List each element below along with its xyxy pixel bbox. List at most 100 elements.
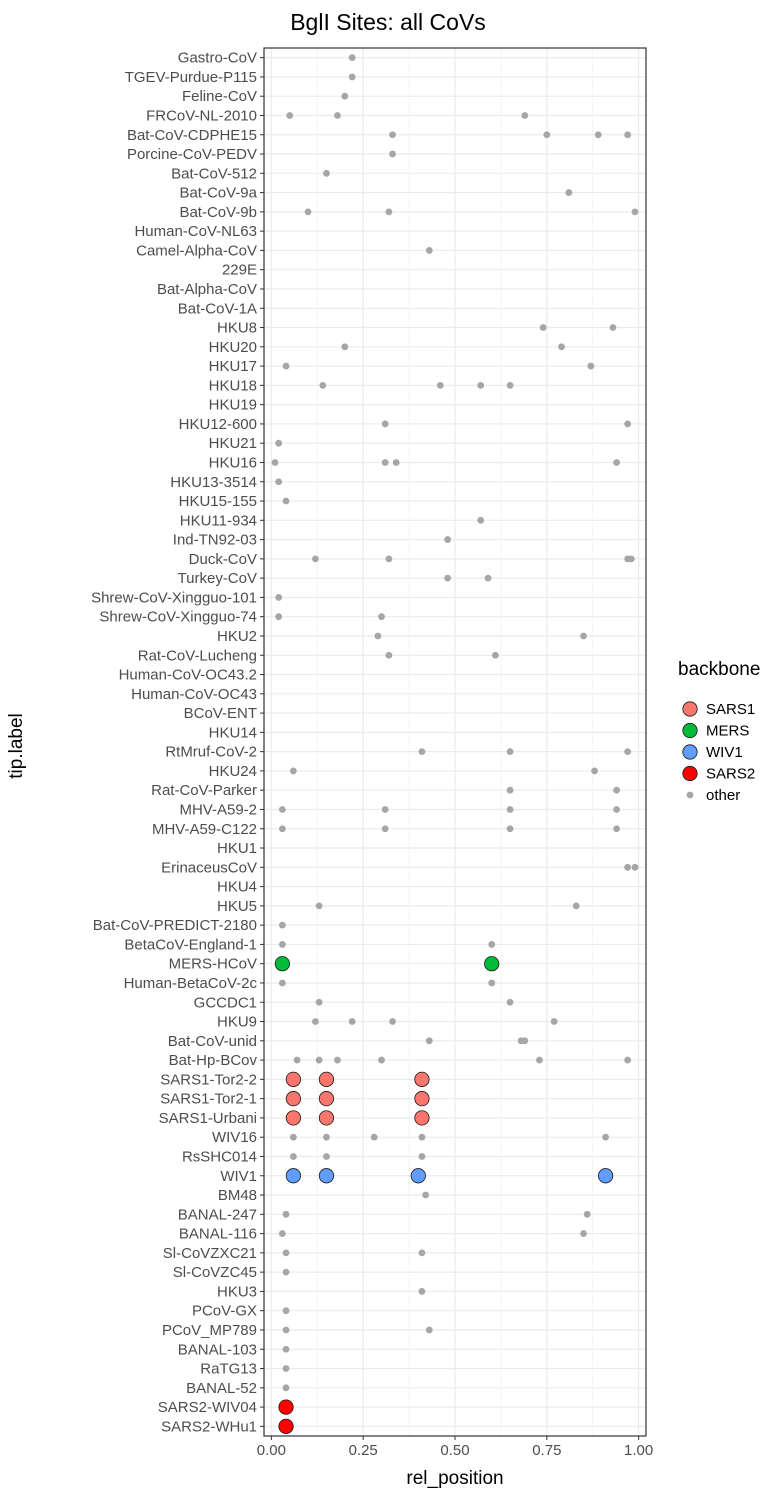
y-tick-label: HKU12-600 [179,416,257,433]
point-other [506,806,514,813]
y-axis-title: tip.label [6,713,27,779]
point-other [602,1133,609,1141]
y-tick-label: Duck-CoV [189,551,257,568]
y-tick-label: 229E [222,262,257,279]
point-other [315,998,323,1006]
point-wiv1 [597,1168,614,1184]
x-tick-label: 0.00 [257,1442,286,1459]
point-wiv1 [285,1168,301,1184]
y-tick-label: BANAL-116 [179,1226,257,1243]
point-other [389,1018,396,1025]
legend: backbone SARS1 MERS WIV1 SARS2 other [678,659,760,804]
point-other [425,1326,433,1334]
y-tick-label: HKU11-934 [180,512,257,529]
point-other [624,131,632,139]
point-other [609,324,617,331]
y-tick-label: SARS2-WHu1 [161,1418,257,1435]
point-other [425,247,433,254]
point-other [418,748,426,756]
y-tick-label: RtMruf-CoV-2 [165,744,257,761]
point-wiv1 [318,1168,335,1184]
point-other [536,1056,543,1064]
point-other [506,381,514,389]
point-other [477,381,485,389]
y-tick-label: MERS-HCoV [169,956,257,973]
y-tick-label: PCoV-GX [192,1303,257,1320]
point-other [506,825,514,833]
point-other [282,362,290,370]
point-other [613,825,621,833]
point-sars2 [278,1418,294,1434]
point-other [631,208,639,216]
y-tick-label: Camel-Alpha-CoV [136,242,257,259]
point-other [278,806,286,813]
point-other [348,1018,356,1025]
point-other [381,825,389,833]
point-other [282,1326,290,1334]
y-tick-label: BANAL-52 [186,1380,257,1397]
point-other [341,92,349,100]
y-tick-label: HKU13-3514 [170,474,257,491]
y-tick-label: Rat-CoV-Parker [151,782,257,799]
point-other [385,208,393,216]
point-other [275,439,283,447]
point-other [418,1288,426,1295]
y-tick-label: Human-CoV-OC43.2 [119,667,257,684]
legend-label-sars1: SARS1 [706,701,755,718]
legend-key-sars2 [682,765,698,782]
y-tick-label: HKU24 [209,763,257,780]
point-sars1 [318,1071,335,1087]
point-other [624,863,632,871]
point-mers [274,956,290,972]
point-other [543,131,551,139]
point-other [289,1153,297,1160]
point-other [289,1133,297,1141]
point-other [381,420,389,428]
y-tick-label: HKU20 [209,339,257,356]
point-other [521,1037,529,1045]
point-other [282,1249,290,1257]
y-tick-label: HKU1 [217,840,257,857]
point-other [319,381,327,389]
point-sars1 [414,1071,430,1087]
point-other [591,767,598,775]
y-tick-label: Turkey-CoV [178,570,257,587]
point-sars2 [278,1399,294,1415]
y-tick-label: Bat-CoV-1A [178,300,257,317]
point-other [572,902,580,910]
y-tick-label: Gastro-CoV [178,50,257,67]
point-other [275,613,283,621]
point-other [378,613,385,621]
y-tick-label: HKU17 [209,358,257,375]
legend-key-wiv1 [682,744,698,760]
y-tick-label: Bat-CoV-512 [171,165,257,182]
y-tick-label: HKU4 [217,879,257,896]
point-other [323,1153,330,1160]
point-sars1 [285,1071,301,1087]
point-other [436,381,444,389]
point-other [370,1133,378,1141]
y-tick-label: SARS2-WIV04 [158,1399,257,1416]
y-tick-label: WIV16 [212,1129,257,1146]
point-other [389,131,396,139]
point-other [323,169,330,177]
point-sars1 [285,1110,301,1126]
y-tick-label: MHV-A59-2 [179,801,257,818]
y-tick-label: Human-CoV-NL63 [134,223,257,240]
y-tick-label: Sl-CoVZXC21 [163,1245,257,1262]
y-tick-label: ErinaceusCoV [161,859,257,876]
y-tick-label: HKU8 [217,320,257,337]
y-tick-label: Shrew-CoV-Xingguo-74 [99,609,257,626]
point-other [418,1153,426,1160]
y-tick-label: BetaCoV-England-1 [124,936,257,953]
point-other [385,651,393,659]
point-other [278,825,286,833]
point-other [282,1210,290,1218]
y-tick-label: GCCDC1 [194,994,257,1011]
point-other [282,1384,290,1392]
y-tick-label: Rat-CoV-Lucheng [138,647,257,664]
point-other [348,73,356,81]
point-other [385,555,393,563]
legend-key-mers [682,722,698,739]
